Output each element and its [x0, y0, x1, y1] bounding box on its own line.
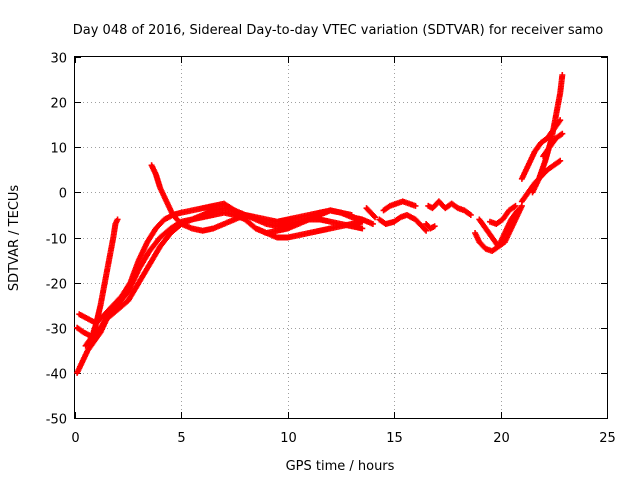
data-point — [557, 117, 564, 124]
data-point — [467, 211, 474, 218]
y-tick-label: 10 — [50, 142, 67, 157]
y-tick-label: -50 — [46, 413, 67, 428]
data-series-1 — [74, 209, 366, 376]
data-markers — [74, 72, 566, 376]
data-point — [369, 220, 376, 227]
data-series-8 — [363, 198, 474, 221]
data-point — [514, 207, 521, 214]
data-series-11 — [472, 207, 521, 255]
y-tick-label: -30 — [46, 323, 67, 338]
data-series-4 — [82, 216, 121, 349]
data-series-16 — [540, 130, 566, 160]
x-tick-label: 5 — [177, 431, 185, 446]
plot-frame — [74, 56, 608, 419]
chart-title: Day 048 of 2016, Sidereal Day-to-day VTE… — [73, 23, 604, 38]
x-tick-label: 0 — [71, 431, 79, 446]
y-axis: -50 -40 -30 -20 -10 0 10 20 30 — [46, 52, 607, 428]
y-tick-label: 20 — [50, 97, 67, 112]
x-axis-label: GPS time / hours — [286, 459, 395, 474]
data-point — [559, 72, 566, 79]
y-tick-label: -40 — [46, 368, 67, 383]
data-point — [348, 211, 355, 218]
data-point — [359, 225, 366, 232]
data-point — [559, 130, 566, 137]
data-point — [557, 157, 564, 164]
data-series-15 — [529, 72, 566, 196]
x-tick-label: 15 — [386, 431, 403, 446]
data-point — [431, 223, 438, 230]
y-tick-label: 0 — [59, 187, 67, 202]
data-series-9 — [423, 220, 438, 232]
data-series-5 — [148, 162, 355, 234]
x-tick-label: 10 — [280, 431, 297, 446]
x-tick-label: 25 — [599, 431, 616, 446]
data-series-12 — [486, 202, 519, 227]
y-tick-label: -10 — [46, 233, 67, 248]
data-point — [412, 202, 419, 209]
y-axis-label: SDTVAR / TECUs — [7, 185, 22, 292]
data-point — [114, 216, 121, 223]
y-tick-label: -20 — [46, 278, 67, 293]
x-tick-label: 20 — [493, 431, 510, 446]
y-tick-label: 30 — [50, 52, 67, 67]
grid — [75, 57, 607, 418]
data-point — [423, 227, 430, 234]
data-series-7 — [380, 198, 419, 214]
data-series-6 — [376, 211, 430, 234]
data-point — [422, 226, 429, 233]
data-point — [370, 213, 377, 220]
x-axis: 0 5 10 15 20 25 — [71, 57, 616, 446]
data-point — [512, 202, 519, 209]
data-point — [372, 214, 379, 221]
